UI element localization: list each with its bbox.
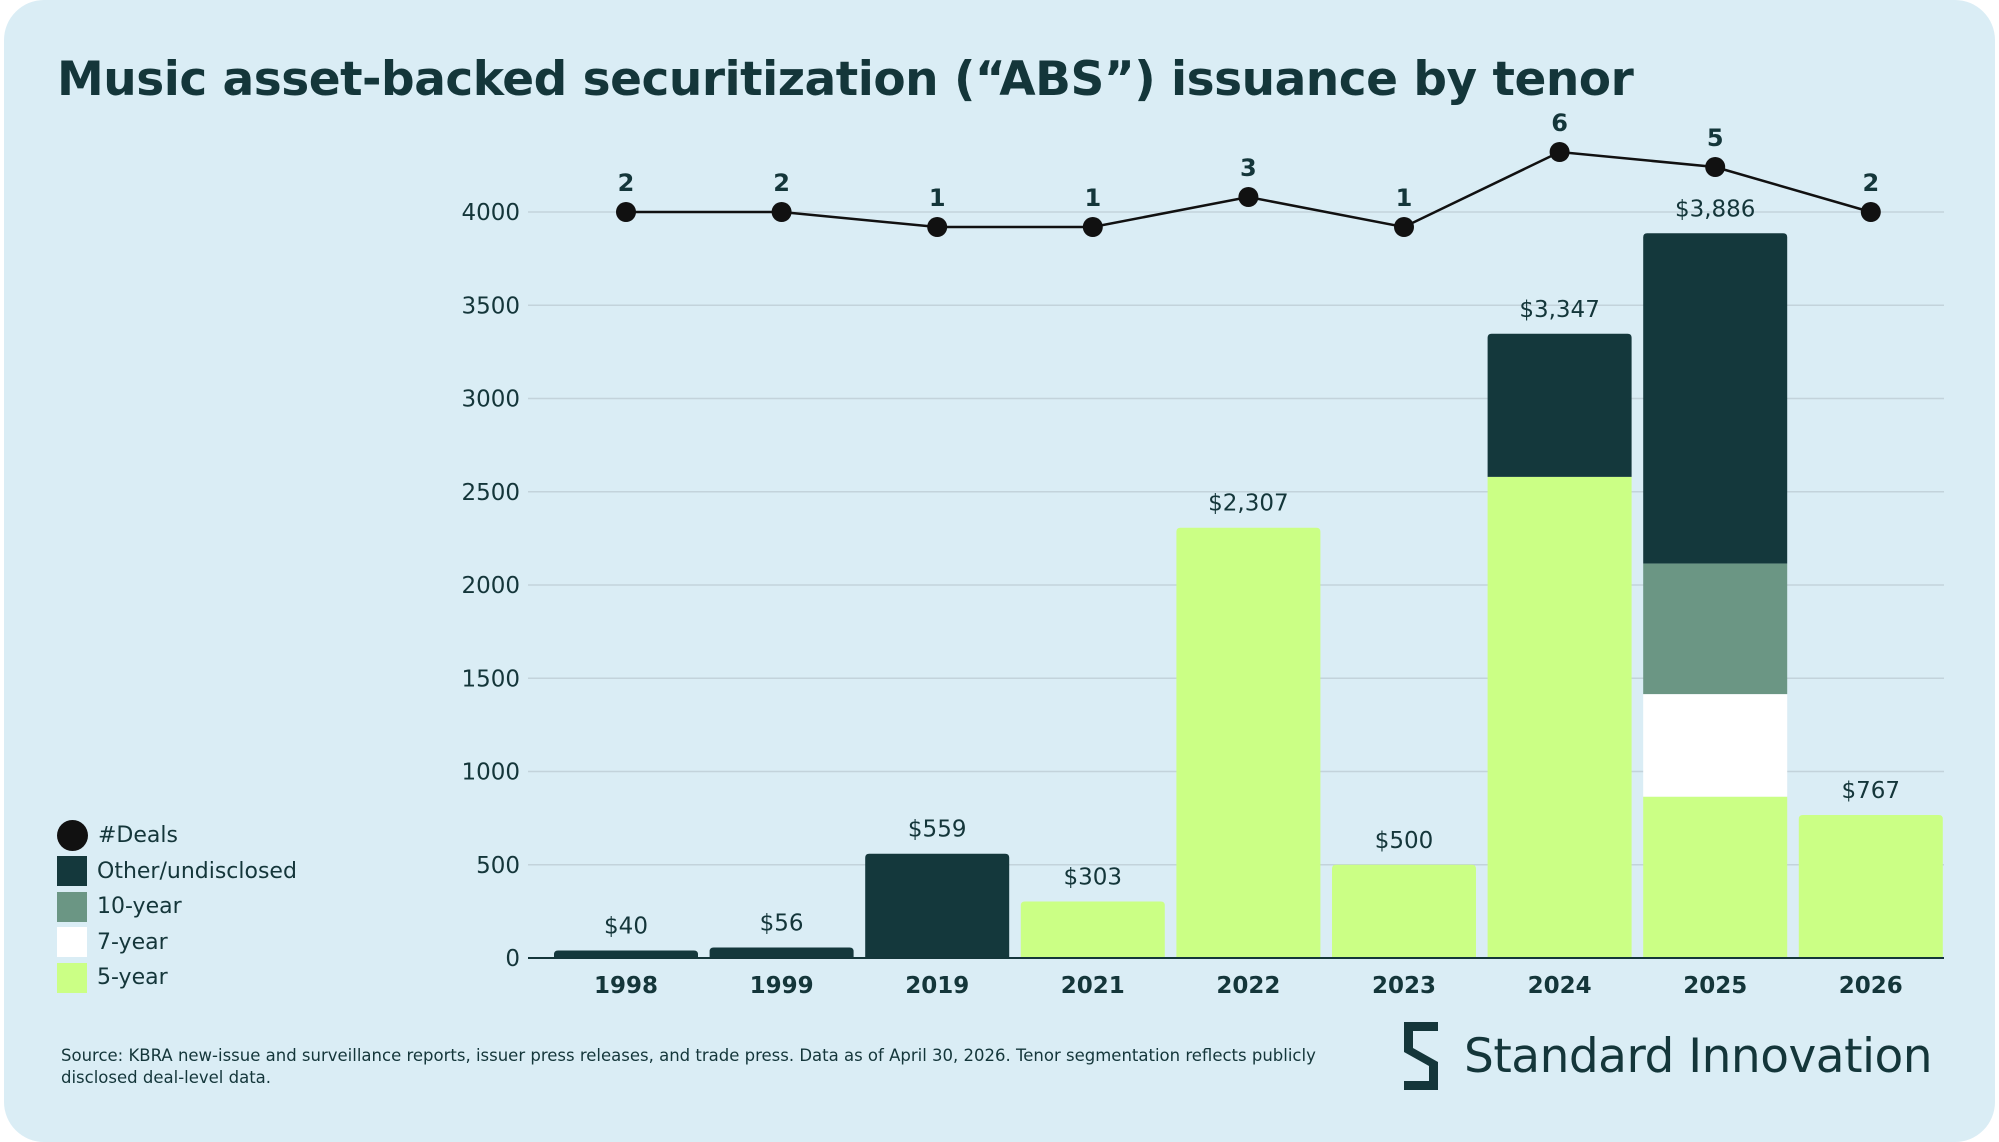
chart-legend: #Deals Other/undisclosed 10-year 7-year 5-ye…	[57, 818, 297, 996]
x-tick-label: 2021	[1061, 973, 1125, 999]
deals-point	[1082, 217, 1103, 237]
abs-issuance-chart: 0 500 1000 1500 2000 2500 3000 3500 4000 $40 1998 $…	[461, 109, 1944, 999]
y-tick-label: 2500	[461, 480, 520, 506]
deals-point	[1394, 217, 1414, 237]
x-tick-label: 2019	[905, 973, 969, 999]
bar-segment-other-undisclosed	[1487, 333, 1632, 477]
bar-total-label: $3,886	[1675, 196, 1755, 222]
legend-label: #Deals	[98, 823, 178, 849]
bar-segment-other-undisclosed	[865, 853, 1010, 958]
deals-label: 3	[1240, 154, 1257, 182]
x-tick-label: 2023	[1372, 973, 1436, 999]
x-tick-label: 2022	[1216, 973, 1280, 999]
legend-item-deals: #Deals	[57, 818, 297, 854]
deals-point	[1860, 202, 1881, 222]
bar-segment-other-undisclosed	[709, 947, 854, 958]
legend-item-ten-year: 10-year	[57, 889, 297, 925]
legend-swatch	[57, 962, 87, 993]
chart-title: Music asset-backed securitization (“ABS”…	[57, 52, 1634, 107]
deals-point	[1705, 157, 1726, 177]
deals-label: 5	[1707, 124, 1724, 152]
y-tick-label: 1000	[461, 760, 520, 786]
legend-swatch	[57, 856, 87, 887]
brand-mark-icon	[1404, 1022, 1438, 1090]
deals-label: 1	[1084, 184, 1101, 212]
deals-point	[771, 202, 792, 222]
deals-label: 2	[773, 169, 790, 197]
bar-total-label: $559	[908, 817, 967, 843]
legend-swatch	[57, 927, 87, 958]
x-tick-label: 2025	[1683, 973, 1747, 999]
source-note: Source: KBRA new-issue and surveillance …	[61, 1046, 1316, 1087]
legend-label: 7-year	[97, 929, 168, 955]
bar-segment-ten-year	[1643, 563, 1788, 695]
deals-point	[1549, 142, 1570, 162]
bar-total-label: $56	[760, 911, 804, 937]
legend-item-seven-year: 7-year	[57, 925, 297, 961]
deals-label: 2	[1862, 169, 1879, 197]
y-tick-label: 1500	[461, 666, 520, 692]
legend-label: 5-year	[97, 965, 168, 991]
deals-label: 2	[618, 169, 635, 197]
deals-point	[616, 202, 636, 222]
bar-segment-seven-year	[1643, 694, 1788, 797]
bar-total-label: $767	[1842, 778, 1901, 804]
chart-card: Music asset-backed securitization (“ABS”…	[4, 0, 1995, 1142]
bar-total-label: $500	[1375, 828, 1434, 854]
deals-point	[927, 217, 948, 237]
legend-label: 10-year	[97, 894, 182, 920]
bar-total-label: $3,347	[1519, 297, 1599, 323]
bar-segment-five-year	[1020, 901, 1165, 958]
brand-name: Standard Innovation	[1464, 1028, 1933, 1084]
bar-total-label: $2,307	[1208, 491, 1288, 517]
bar-segment-five-year	[1487, 476, 1632, 958]
y-tick-label: 4000	[461, 200, 520, 226]
y-tick-label: 0	[505, 946, 520, 972]
deals-label: 1	[929, 184, 946, 212]
legend-label: Other/undisclosed	[97, 858, 297, 884]
deals-label: 1	[1396, 184, 1413, 212]
legend-swatch	[57, 820, 88, 852]
y-tick-label: 2000	[461, 573, 520, 599]
legend-swatch	[57, 891, 87, 922]
y-tick-label: 3500	[461, 293, 520, 319]
bar-segment-five-year	[1332, 864, 1476, 958]
x-tick-label: 1999	[750, 973, 814, 999]
brand-logo: Standard Innovation	[1404, 1022, 1933, 1090]
bar-segment-five-year	[1176, 527, 1321, 958]
legend-item-other-undisclosed: Other/undisclosed	[57, 854, 297, 890]
y-tick-label: 500	[476, 853, 520, 879]
deals-label: 6	[1551, 109, 1568, 137]
y-tick-label: 3000	[461, 387, 520, 413]
bar-segment-other-undisclosed	[1643, 233, 1788, 564]
legend-item-five-year: 5-year	[57, 960, 297, 996]
x-tick-label: 1998	[594, 973, 658, 999]
bar-total-label: $40	[604, 914, 648, 940]
x-tick-label: 2026	[1839, 973, 1903, 999]
bar-segment-five-year	[1798, 814, 1943, 958]
deals-point	[1238, 187, 1259, 207]
bar-segment-five-year	[1643, 796, 1788, 958]
bar-total-label: $303	[1064, 864, 1123, 890]
bar-segment-other-undisclosed	[554, 950, 698, 958]
x-tick-label: 2024	[1528, 973, 1592, 999]
